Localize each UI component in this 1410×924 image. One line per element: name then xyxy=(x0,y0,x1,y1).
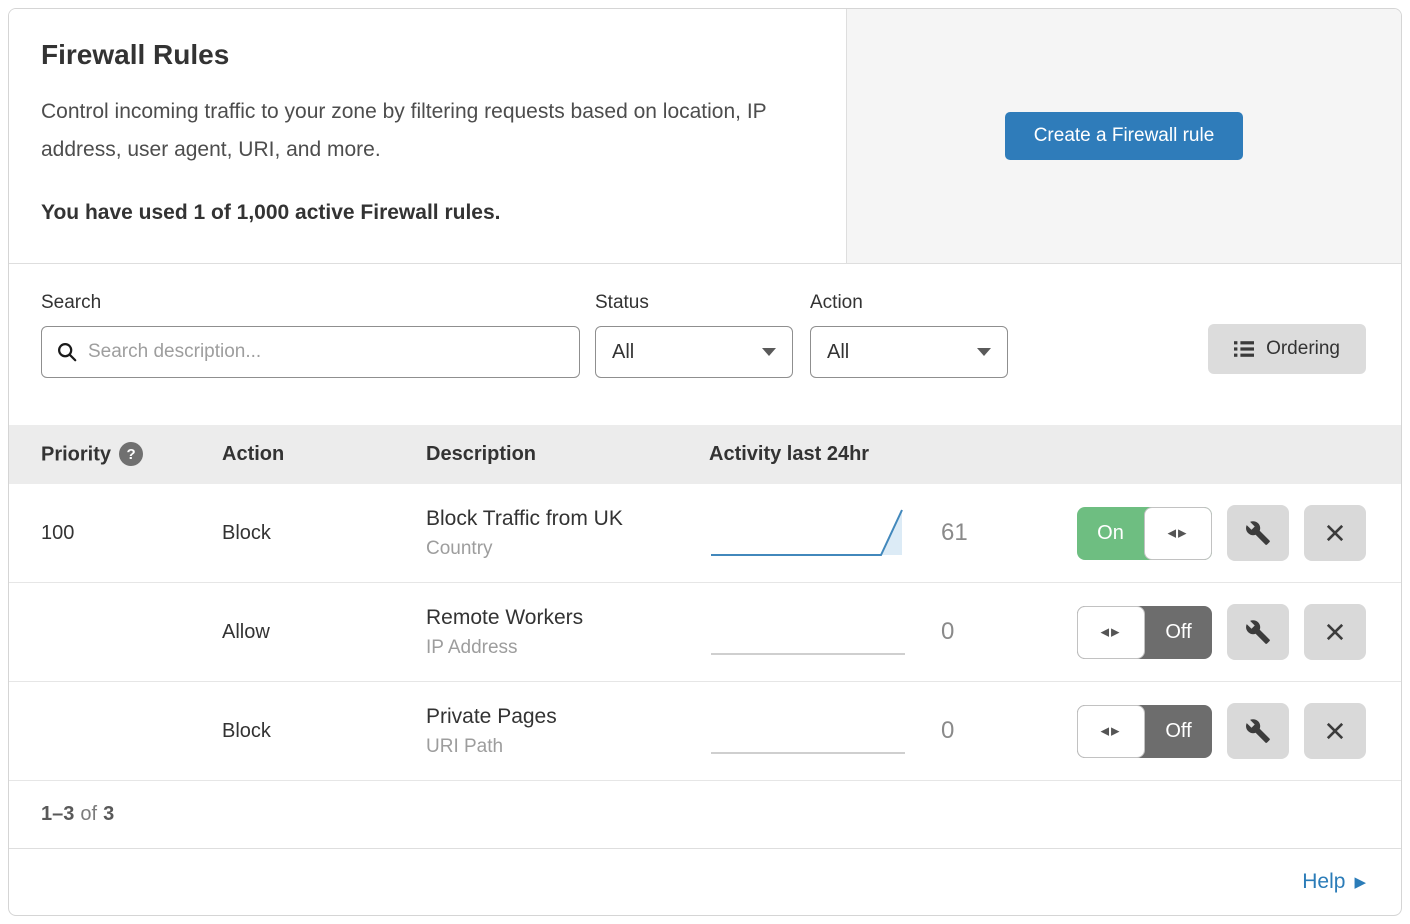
activity-count: 61 xyxy=(941,519,968,546)
arrow-right-icon: ▶ xyxy=(1354,874,1366,891)
search-icon xyxy=(56,341,78,363)
toggle-state-label: Off xyxy=(1165,620,1192,643)
rule-enabled-toggle[interactable]: On ◂▸ xyxy=(1077,506,1212,560)
table-row: 100 Block Block Traffic from UK Country … xyxy=(9,484,1401,583)
column-header-activity: Activity last 24hr xyxy=(709,443,870,465)
column-header-priority: Priority? xyxy=(41,442,222,467)
chevron-down-icon xyxy=(762,348,776,356)
rule-controls: On ◂▸ xyxy=(1077,505,1401,561)
help-row: Help ▶ xyxy=(9,849,1401,915)
rule-enabled-toggle[interactable]: Off ◂▸ xyxy=(1077,704,1212,758)
create-firewall-rule-button[interactable]: Create a Firewall rule xyxy=(1004,112,1244,160)
close-icon xyxy=(1322,520,1348,546)
rule-action: Block xyxy=(222,521,271,544)
delete-rule-button[interactable] xyxy=(1304,703,1366,759)
activity-count: 0 xyxy=(941,717,955,744)
priority-help-icon[interactable]: ? xyxy=(119,442,144,467)
edit-rule-button[interactable] xyxy=(1227,505,1289,561)
rule-enabled-toggle[interactable]: Off ◂▸ xyxy=(1077,605,1212,659)
toggle-knob[interactable]: ◂▸ xyxy=(1077,605,1145,659)
filter-bar: Search Status All Action All xyxy=(9,264,1401,425)
rule-action: Allow xyxy=(222,620,270,643)
delete-rule-button[interactable] xyxy=(1304,604,1366,660)
search-input[interactable] xyxy=(88,341,565,363)
header-text-panel: Firewall Rules Control incoming traffic … xyxy=(9,9,847,263)
activity-sparkline xyxy=(709,504,909,562)
list-icon xyxy=(1234,340,1255,358)
activity-count: 0 xyxy=(941,618,955,645)
table-row: Block Private Pages URI Path 0 Off ◂▸ xyxy=(9,682,1401,781)
pagination-range: 1–3 xyxy=(41,803,75,825)
rule-type: URI Path xyxy=(426,735,504,757)
rule-description: Remote Workers IP Address xyxy=(426,606,709,659)
activity-sparkline xyxy=(709,603,909,661)
help-link-label: Help xyxy=(1302,870,1346,893)
toggle-state-label: On xyxy=(1097,521,1124,544)
help-link[interactable]: Help ▶ xyxy=(1302,870,1366,894)
status-select[interactable]: All xyxy=(595,326,793,378)
chevron-down-icon xyxy=(977,348,991,356)
status-selected-value: All xyxy=(612,340,635,363)
header: Firewall Rules Control incoming traffic … xyxy=(9,9,1401,264)
rule-controls: Off ◂▸ xyxy=(1077,703,1401,759)
pagination: 1–3 of 3 xyxy=(9,781,1401,849)
page-description: Control incoming traffic to your zone by… xyxy=(41,100,767,162)
rule-name: Remote Workers xyxy=(426,605,584,629)
wrench-icon xyxy=(1245,520,1271,546)
toggle-knob[interactable]: ◂▸ xyxy=(1077,704,1145,758)
search-box[interactable] xyxy=(41,326,580,378)
rule-name: Block Traffic from UK xyxy=(426,506,623,530)
action-filter-group: Action All xyxy=(810,292,1008,378)
delete-rule-button[interactable] xyxy=(1304,505,1366,561)
action-select[interactable]: All xyxy=(810,326,1008,378)
search-label: Search xyxy=(41,292,102,313)
ordering-button[interactable]: Ordering xyxy=(1208,324,1366,374)
edit-rule-button[interactable] xyxy=(1227,604,1289,660)
action-selected-value: All xyxy=(827,340,850,363)
rule-action: Block xyxy=(222,719,271,742)
firewall-rules-card: Firewall Rules Control incoming traffic … xyxy=(8,8,1402,916)
page-title: Firewall Rules xyxy=(41,39,230,70)
wrench-icon xyxy=(1245,718,1271,744)
rule-name: Private Pages xyxy=(426,704,557,728)
rule-priority: 100 xyxy=(41,521,75,544)
pagination-total: 3 xyxy=(103,803,115,825)
rule-controls: Off ◂▸ xyxy=(1077,604,1401,660)
wrench-icon xyxy=(1245,619,1271,645)
ordering-button-label: Ordering xyxy=(1266,338,1340,359)
activity-sparkline xyxy=(709,702,909,760)
table-row: Allow Remote Workers IP Address 0 Off ◂▸ xyxy=(9,583,1401,682)
edit-rule-button[interactable] xyxy=(1227,703,1289,759)
action-label: Action xyxy=(810,292,863,313)
rule-description: Private Pages URI Path xyxy=(426,705,709,758)
rule-description: Block Traffic from UK Country xyxy=(426,507,709,560)
rule-type: Country xyxy=(426,537,493,559)
table-header: Priority? Action Description Activity la… xyxy=(9,425,1401,484)
column-header-action: Action xyxy=(222,443,285,465)
pagination-of: of xyxy=(80,803,98,825)
search-filter-group: Search xyxy=(41,292,580,378)
close-icon xyxy=(1322,718,1348,744)
column-header-description: Description xyxy=(426,443,537,465)
toggle-state-label: Off xyxy=(1165,719,1192,742)
usage-note: You have used 1 of 1,000 active Firewall… xyxy=(41,201,501,225)
close-icon xyxy=(1322,619,1348,645)
toggle-knob[interactable]: ◂▸ xyxy=(1144,506,1212,560)
status-label: Status xyxy=(595,292,649,313)
rule-type: IP Address xyxy=(426,636,518,658)
status-filter-group: Status All xyxy=(595,292,793,378)
header-action-panel: Create a Firewall rule xyxy=(847,9,1401,263)
